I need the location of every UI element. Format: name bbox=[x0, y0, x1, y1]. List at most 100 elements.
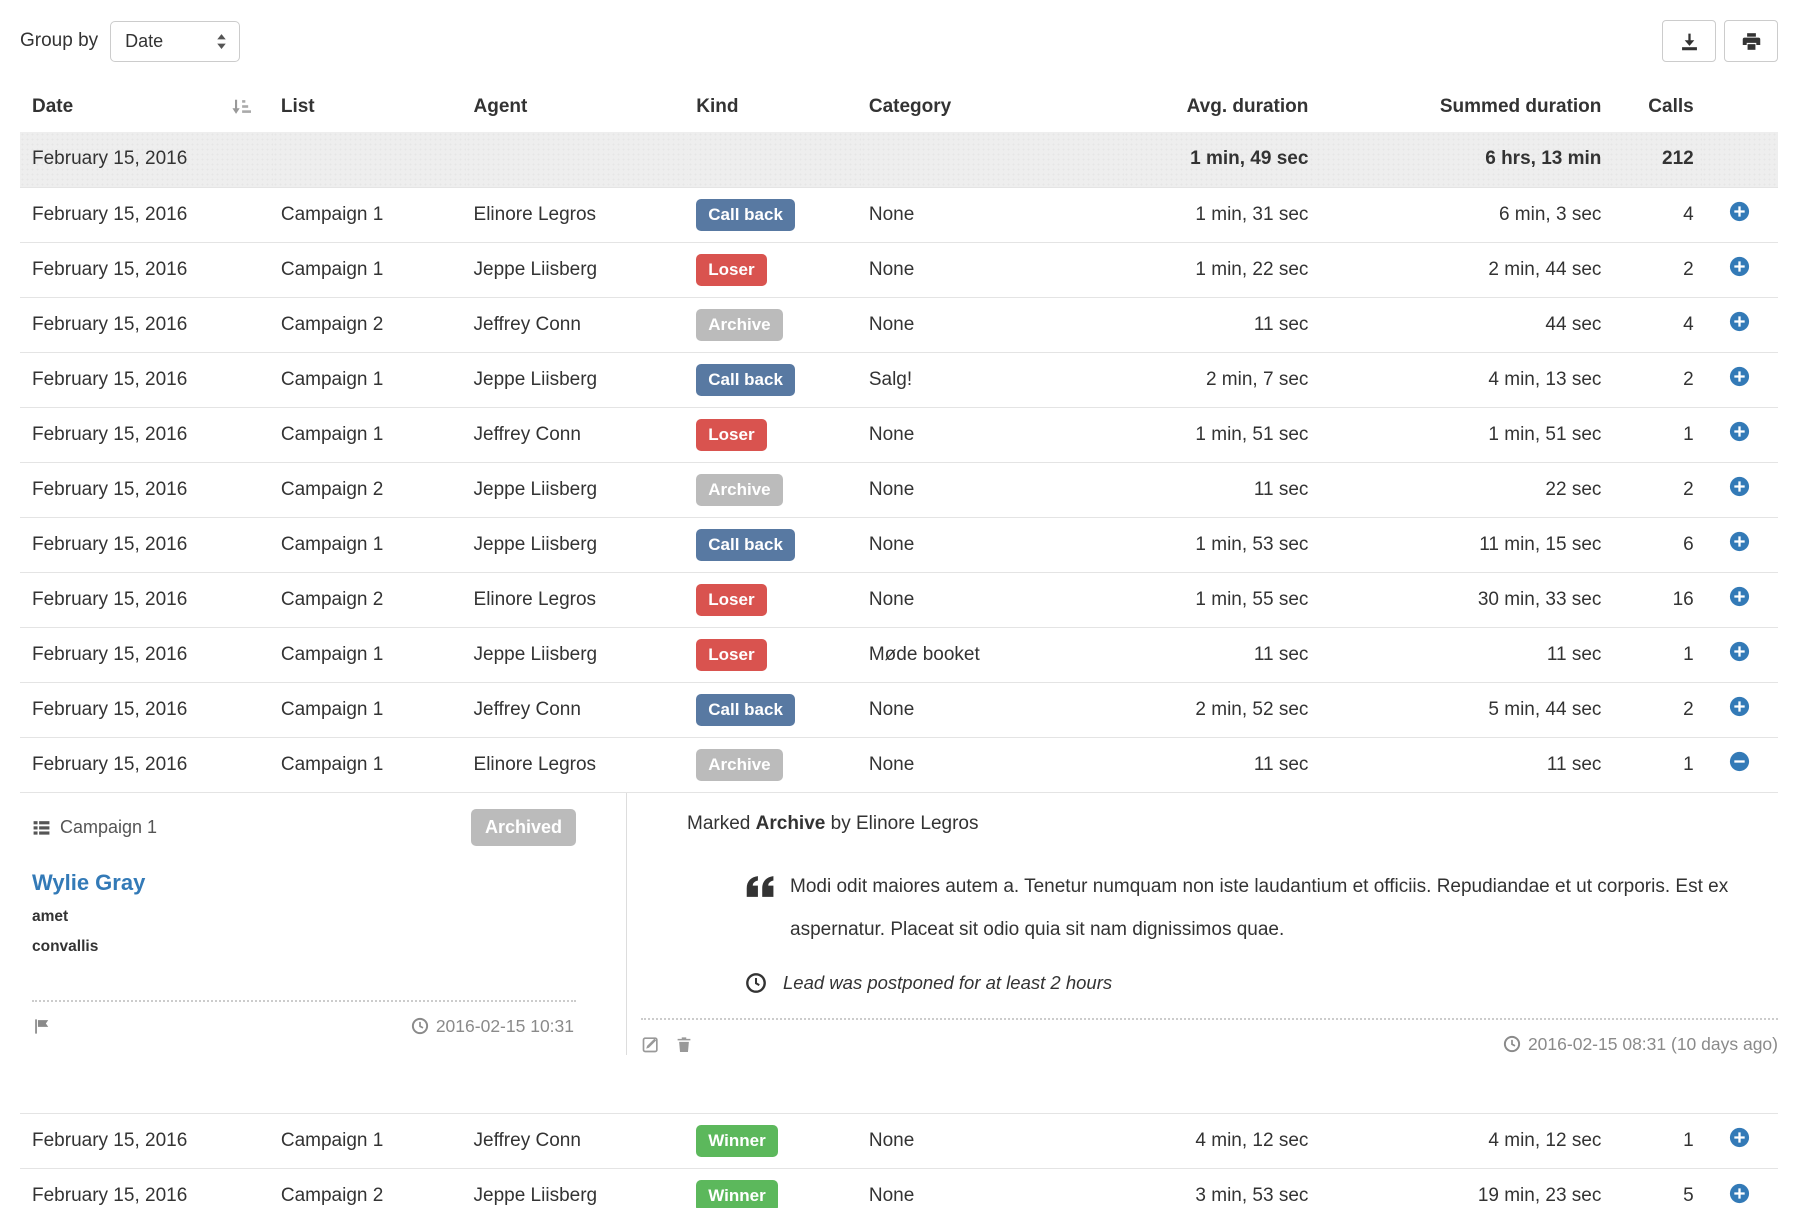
group-by-selected-value: Date bbox=[125, 30, 164, 51]
group-by-label: Group by bbox=[20, 30, 99, 51]
plus-circle-icon bbox=[1730, 256, 1750, 277]
cell-kind: Call back bbox=[688, 186, 861, 242]
expand-row-button[interactable] bbox=[1728, 585, 1751, 608]
cell-kind: Loser bbox=[688, 571, 861, 627]
plus-circle-icon bbox=[1730, 366, 1750, 387]
cell-avg-duration: 11 sec bbox=[1123, 736, 1317, 792]
cell-agent: Elinore Legros bbox=[465, 736, 689, 792]
expand-row-button[interactable] bbox=[1728, 255, 1751, 278]
cell-summed-duration: 5 min, 44 sec bbox=[1316, 681, 1610, 737]
cell-category: None bbox=[860, 681, 1124, 737]
cell-list: Campaign 1 bbox=[272, 516, 466, 572]
cell-calls: 2 bbox=[1609, 351, 1702, 407]
cell-category: Salg! bbox=[860, 351, 1124, 407]
clock-icon bbox=[411, 1017, 428, 1035]
cell-kind: Archive bbox=[688, 736, 861, 792]
header-list: List bbox=[280, 96, 315, 117]
header-agent: Agent bbox=[473, 96, 528, 117]
plus-circle-icon bbox=[1730, 1128, 1750, 1148]
flag-icon bbox=[35, 1018, 49, 1034]
expand-row-button[interactable] bbox=[1728, 695, 1751, 718]
cell-kind: Call back bbox=[688, 516, 861, 572]
cell-date: February 15, 2016 bbox=[20, 626, 273, 682]
plus-circle-icon bbox=[1730, 586, 1750, 607]
cell-agent: Jeffrey Conn bbox=[465, 681, 689, 737]
minus-circle-icon bbox=[1730, 751, 1750, 772]
cell-category: None bbox=[860, 186, 1124, 242]
cell-list: Campaign 1 bbox=[272, 736, 466, 792]
cell-summed-duration: 11 sec bbox=[1316, 736, 1610, 792]
lead-name-link[interactable]: Wylie Gray bbox=[32, 869, 146, 895]
cell-calls: 2 bbox=[1609, 241, 1702, 297]
cell-agent: Jeppe Liisberg bbox=[465, 461, 689, 517]
table-row: February 15, 2016 Campaign 1 Jeppe Liisb… bbox=[20, 241, 1778, 297]
cell-summed-duration: 44 sec bbox=[1316, 296, 1610, 352]
expand-row-button[interactable] bbox=[1728, 310, 1751, 333]
cell-date: February 15, 2016 bbox=[20, 516, 273, 572]
cell-date: February 15, 2016 bbox=[20, 736, 273, 792]
cell-date: February 15, 2016 bbox=[20, 1112, 273, 1169]
cell-list: Campaign 2 bbox=[272, 1167, 466, 1208]
kind-badge: Archive bbox=[696, 473, 783, 506]
toolbar-actions bbox=[1662, 20, 1778, 62]
cell-list: Campaign 2 bbox=[272, 461, 466, 517]
table-row: February 15, 2016 Campaign 2 Jeppe Liisb… bbox=[20, 461, 1778, 517]
cell-list: Campaign 1 bbox=[272, 351, 466, 407]
postpone-note: Lead was postponed for at least 2 hours bbox=[745, 972, 1778, 994]
cell-calls: 1 bbox=[1609, 736, 1702, 792]
cell-agent: Jeppe Liisberg bbox=[465, 241, 689, 297]
call-comment: Modi odit maiores autem a. Tenetur numqu… bbox=[745, 865, 1778, 952]
header-category: Category bbox=[868, 96, 952, 117]
table-row: February 15, 2016 Campaign 1 Elinore Leg… bbox=[20, 186, 1778, 242]
plus-circle-icon bbox=[1730, 421, 1750, 442]
expand-row-button[interactable] bbox=[1728, 640, 1751, 663]
cell-category: None bbox=[860, 241, 1124, 297]
summary-calls: 212 bbox=[1609, 132, 1702, 187]
cell-date: February 15, 2016 bbox=[20, 241, 273, 297]
cell-date: February 15, 2016 bbox=[20, 571, 273, 627]
expand-row-button[interactable] bbox=[1728, 1126, 1751, 1149]
plus-circle-icon bbox=[1730, 641, 1750, 662]
cell-summed-duration: 6 min, 3 sec bbox=[1316, 186, 1610, 242]
cell-kind: Loser bbox=[688, 241, 861, 297]
cell-agent: Jeffrey Conn bbox=[465, 406, 689, 462]
expand-row-button[interactable] bbox=[1728, 1182, 1751, 1205]
select-caret-icon bbox=[217, 33, 226, 49]
campaign-label: Campaign 1 bbox=[32, 817, 157, 838]
expand-row-button[interactable] bbox=[1728, 200, 1751, 223]
download-button[interactable] bbox=[1662, 20, 1716, 62]
print-icon bbox=[1742, 32, 1760, 50]
cell-list: Campaign 1 bbox=[272, 241, 466, 297]
cell-calls: 1 bbox=[1609, 1112, 1702, 1169]
cell-kind: Call back bbox=[688, 681, 861, 737]
expand-row-button[interactable] bbox=[1728, 530, 1751, 553]
collapse-row-button[interactable] bbox=[1728, 750, 1751, 773]
cell-date: February 15, 2016 bbox=[20, 681, 273, 737]
print-button[interactable] bbox=[1724, 20, 1778, 62]
expand-row-button[interactable] bbox=[1728, 475, 1751, 498]
table-row: February 15, 2016 Campaign 2 Elinore Leg… bbox=[20, 571, 1778, 627]
cell-avg-duration: 1 min, 22 sec bbox=[1123, 241, 1317, 297]
group-by-select[interactable]: Date bbox=[110, 20, 241, 62]
sort-amount-icon[interactable] bbox=[230, 97, 251, 117]
cell-category: None bbox=[860, 736, 1124, 792]
expand-row-button[interactable] bbox=[1728, 365, 1751, 388]
edit-button[interactable] bbox=[641, 1034, 661, 1054]
lead-card: Campaign 1 Archived Wylie Gray amet conv… bbox=[20, 792, 627, 1055]
delete-button[interactable] bbox=[675, 1035, 693, 1054]
cell-agent: Jeffrey Conn bbox=[465, 296, 689, 352]
kind-badge: Winner bbox=[696, 1180, 778, 1208]
plus-circle-icon bbox=[1730, 311, 1750, 332]
expand-row-button[interactable] bbox=[1728, 420, 1751, 443]
plus-circle-icon bbox=[1730, 201, 1750, 222]
plus-circle-icon bbox=[1730, 1183, 1750, 1203]
cell-calls: 16 bbox=[1609, 571, 1702, 627]
header-kind: Kind bbox=[696, 96, 739, 117]
cell-avg-duration: 11 sec bbox=[1123, 461, 1317, 517]
call-detail-panel: Campaign 1 Archived Wylie Gray amet conv… bbox=[20, 792, 1778, 1055]
cell-kind: Winner bbox=[688, 1167, 861, 1208]
kind-badge: Archive bbox=[696, 748, 783, 781]
table-row: February 15, 2016 Campaign 2 Jeffrey Con… bbox=[20, 296, 1778, 352]
header-calls: Calls bbox=[1648, 96, 1694, 117]
